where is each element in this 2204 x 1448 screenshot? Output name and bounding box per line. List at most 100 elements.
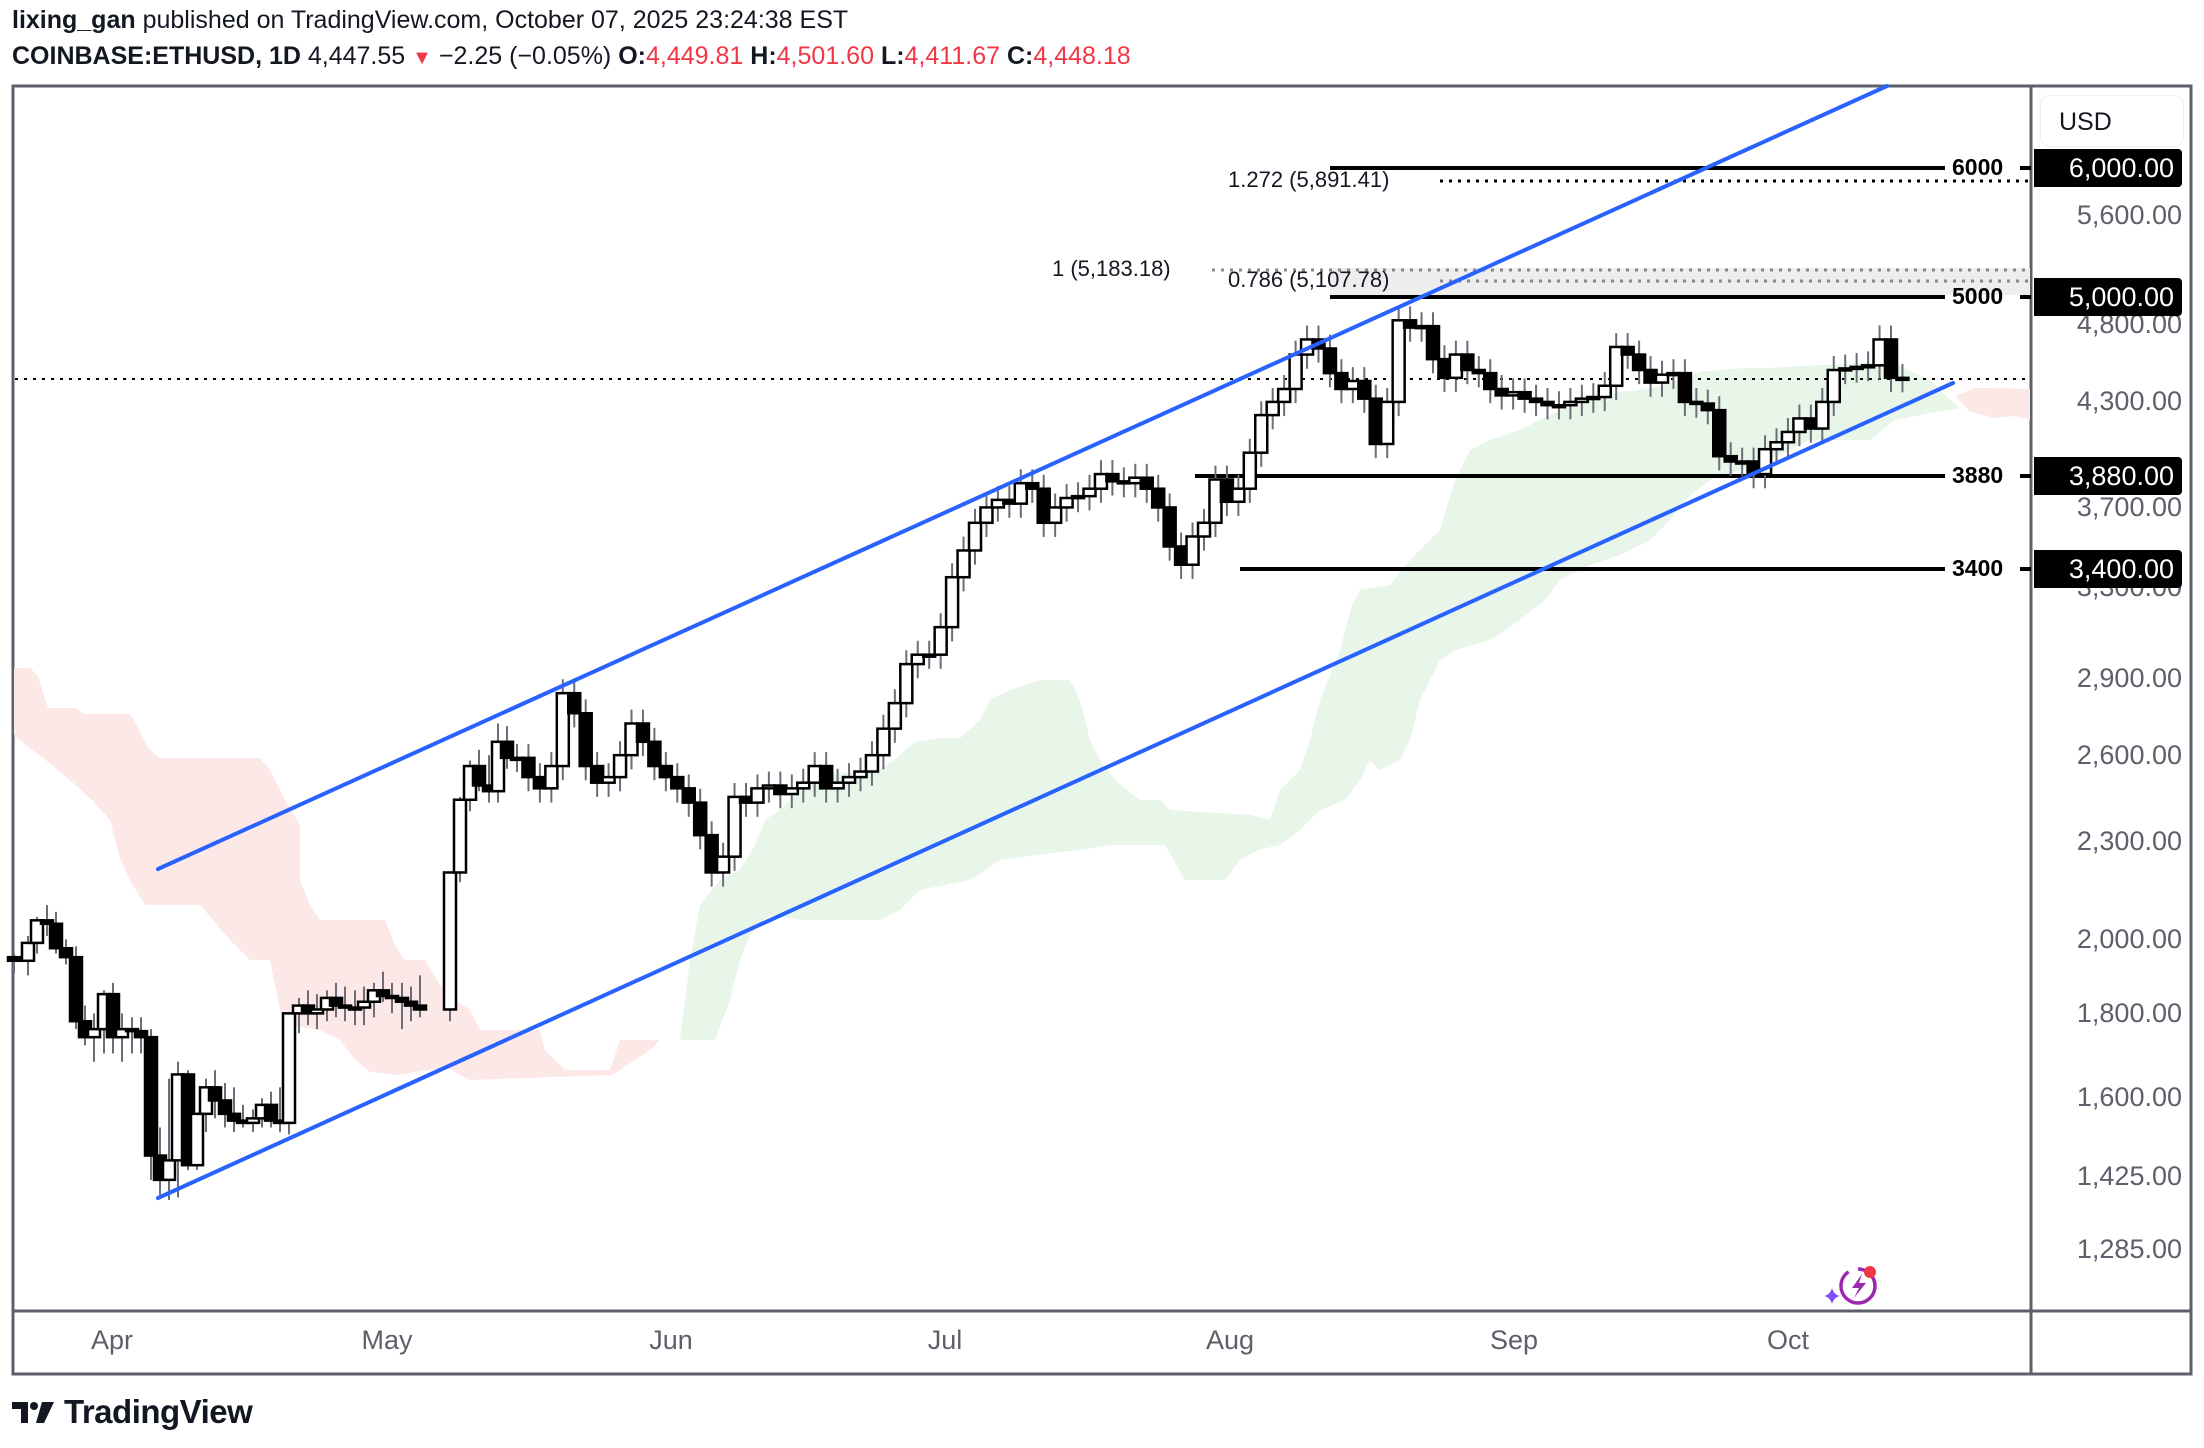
candle-up [29, 919, 45, 945]
candle-up [1185, 535, 1200, 566]
tradingview-logo-text: TradingView [64, 1393, 253, 1430]
price-tick-label: 1,800.00 [2076, 998, 2182, 1028]
candle-down [578, 711, 593, 768]
candle-up [1837, 367, 1853, 372]
author-name[interactable]: lixing_gan [12, 6, 136, 34]
candle-down [1712, 408, 1727, 458]
candle-down [692, 801, 708, 837]
candle-up [114, 1027, 130, 1039]
candle-up [956, 549, 971, 579]
horizontal-levels[interactable] [1195, 166, 2031, 571]
candle-up [750, 787, 765, 804]
candle-up [830, 781, 845, 790]
candle-down [328, 996, 344, 1007]
candle-up [245, 1117, 261, 1125]
candle-up [887, 701, 903, 730]
candle-down [1803, 417, 1819, 430]
candle-up [1208, 478, 1223, 525]
candle-down [1517, 390, 1532, 400]
candle-up [1013, 481, 1029, 505]
symbol-name[interactable]: COINBASE:ETHUSD, 1D [12, 42, 301, 70]
candle-up [796, 781, 811, 790]
candle-up [715, 855, 731, 874]
candle-down [58, 946, 74, 959]
candle-up [612, 753, 628, 779]
published-text: published on TradingView.com, October 07… [142, 6, 849, 34]
channel-lower-line[interactable] [156, 381, 1955, 1200]
price-level-badge: 5,000.00 [2034, 278, 2182, 316]
price-tick-label: 4,300.00 [2076, 386, 2182, 416]
candle-down [499, 740, 515, 760]
candle-down [1540, 400, 1555, 407]
candle-up [309, 1008, 325, 1015]
candle-up [841, 775, 857, 784]
tradingview-logo[interactable]: TradingView [12, 1393, 253, 1431]
month-label: Apr [90, 1325, 134, 1355]
candle-up [967, 521, 983, 552]
candle-up [161, 1159, 177, 1182]
candle-down [1883, 338, 1899, 380]
price-tick-label: 2,900.00 [2076, 663, 2182, 693]
candle-up [189, 1112, 205, 1167]
level-label: 5000 [1952, 283, 2004, 309]
fibonacci-levels[interactable] [1212, 179, 2029, 283]
price-change: −2.25 (−0.05%) [438, 42, 612, 70]
candle-up [281, 1012, 297, 1125]
candle-down [818, 764, 834, 790]
currency-selector[interactable]: USD [2040, 95, 2184, 147]
candle-up [1563, 400, 1578, 407]
candle-down [1139, 476, 1154, 490]
candle-up [1196, 521, 1212, 538]
candle-down [1116, 480, 1132, 485]
month-label: May [361, 1325, 413, 1355]
candle-up [1608, 345, 1624, 388]
candle-up [899, 662, 914, 705]
candle-down [567, 691, 582, 715]
candle-up [1254, 413, 1269, 454]
candle-down [1700, 402, 1716, 412]
candle-up [1379, 400, 1395, 446]
candle-up [853, 770, 868, 779]
candle-down [647, 740, 662, 768]
candle-up [784, 787, 800, 796]
candle-down [1425, 324, 1441, 361]
candle-down [1402, 319, 1418, 329]
price-tick-label: 1,600.00 [2076, 1082, 2182, 1112]
ichimoku-cloud-bearish-future [1955, 388, 2030, 420]
candle-down [658, 764, 674, 779]
price-tick-label: 2,300.00 [2076, 826, 2182, 856]
candle-up [1826, 368, 1841, 404]
channel-upper-line[interactable] [156, 84, 1889, 871]
candle-down [412, 1004, 428, 1011]
month-label: Aug [1205, 1325, 1255, 1355]
candle-down [521, 756, 536, 779]
candle-down [6, 955, 22, 963]
candle-down [1173, 545, 1189, 566]
price-level-badge: 3,880.00 [2034, 457, 2182, 495]
candle-up [1265, 400, 1280, 417]
ai-assistant-icon[interactable] [1822, 1262, 1886, 1312]
candle-down [1620, 345, 1635, 356]
candle-down [403, 1000, 419, 1007]
candle-down [48, 922, 64, 950]
price-tick-label: 1,425.00 [2076, 1161, 2182, 1191]
candle-up [1574, 397, 1590, 404]
price-tick-label: 2,600.00 [2076, 740, 2182, 770]
month-label: Jun [649, 1325, 693, 1355]
candle-up [1551, 403, 1567, 409]
candle-down [1631, 353, 1647, 372]
candle-up [1815, 400, 1830, 430]
candle-up [1860, 364, 1876, 369]
candle-down [1723, 454, 1738, 463]
candle-down [670, 775, 685, 790]
candle-up [864, 753, 880, 773]
candle-down [1460, 353, 1475, 372]
candle-up [1093, 472, 1109, 490]
close-label: C: [1006, 42, 1034, 70]
month-label: Sep [1489, 1325, 1539, 1355]
fib-zone [1330, 268, 2030, 295]
candle-down [635, 722, 651, 744]
candle-down [1528, 397, 1544, 404]
level-label: 3880 [1952, 462, 2004, 488]
